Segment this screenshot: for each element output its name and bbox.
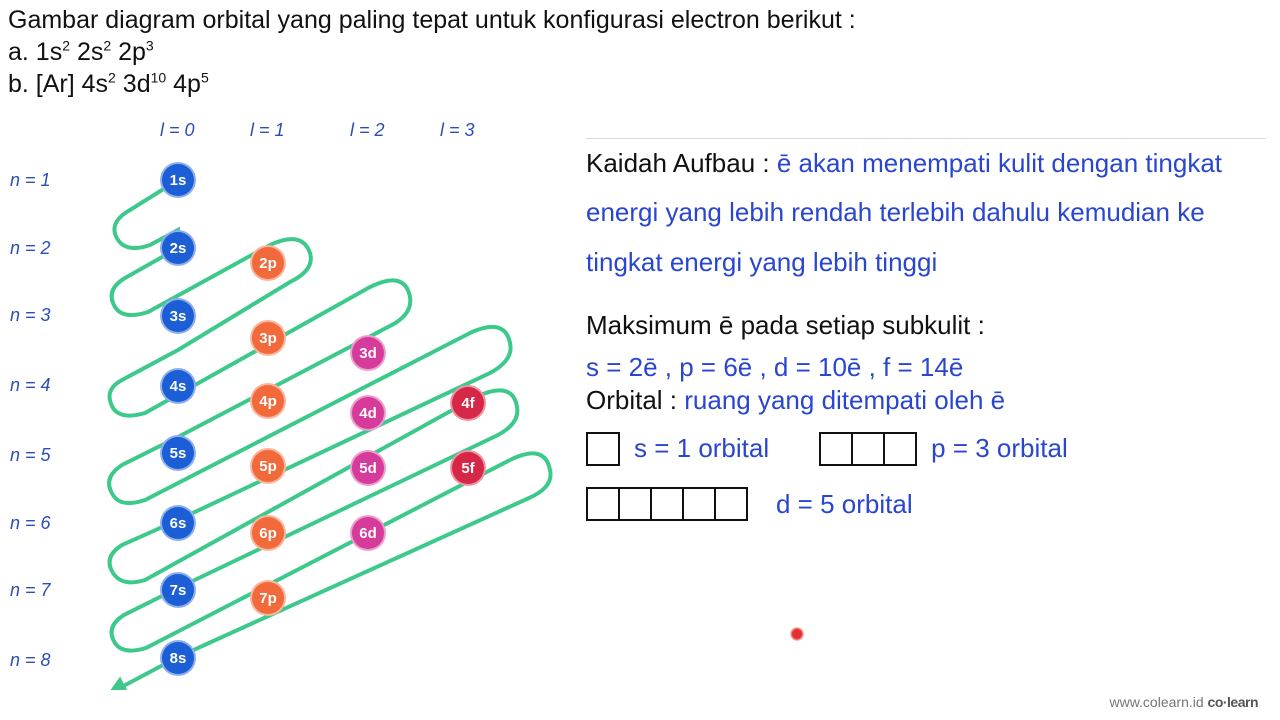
footer: www.colearn.id co·learn xyxy=(1109,694,1258,710)
orbital-3p: 3p xyxy=(250,320,286,356)
question-title: Gambar diagram orbital yang paling tepat… xyxy=(8,4,856,36)
orbital-definition: Orbital : ruang yang ditempati oleh ē xyxy=(586,384,1266,418)
orbital-5s: 5s xyxy=(160,435,196,471)
aufbau-diagram: l = 0l = 1l = 2l = 3n = 1n = 2n = 3n = 4… xyxy=(10,120,570,690)
laser-pointer-icon xyxy=(790,627,804,641)
orbital-7p: 7p xyxy=(250,580,286,616)
orbital-5p: 5p xyxy=(250,448,286,484)
orbital-1s: 1s xyxy=(160,162,196,198)
notes-panel: Kaidah Aufbau : ē akan menempati kulit d… xyxy=(586,138,1266,529)
orbital-6s: 6s xyxy=(160,505,196,541)
orbital-7s: 7s xyxy=(160,572,196,608)
orbital-6d: 6d xyxy=(350,515,386,551)
p-orbital-label: p = 3 orbital xyxy=(931,424,1068,473)
orbital-boxes-row-1: s = 1 orbital p = 3 orbital xyxy=(586,424,1266,473)
aufbau-rule: Kaidah Aufbau : ē akan menempati kulit d… xyxy=(586,139,1266,287)
d-orbital-boxes xyxy=(586,487,748,521)
orbital-4p: 4p xyxy=(250,383,286,419)
s-orbital-boxes xyxy=(586,432,620,466)
s-orbital-label: s = 1 orbital xyxy=(634,424,769,473)
orbital-boxes-row-2: d = 5 orbital xyxy=(586,480,1266,529)
footer-brand: co·learn xyxy=(1208,694,1258,710)
d-orbital-label: d = 5 orbital xyxy=(776,480,913,529)
question-item-a: a. 1s2 2s2 2p3 xyxy=(8,36,856,68)
question-item-b: b. [Ar] 4s2 3d10 4p5 xyxy=(8,68,856,100)
orbital-4f: 4f xyxy=(450,385,486,421)
max-electrons-values: s = 2ē , p = 6ē , d = 10ē , f = 14ē xyxy=(586,351,1266,385)
question-block: Gambar diagram orbital yang paling tepat… xyxy=(8,4,856,100)
p-orbital-boxes xyxy=(819,432,917,466)
orbital-5d: 5d xyxy=(350,450,386,486)
orbital-2s: 2s xyxy=(160,230,196,266)
orbital-4s: 4s xyxy=(160,368,196,404)
footer-site: www.colearn.id xyxy=(1109,694,1207,710)
orbital-2p: 2p xyxy=(250,245,286,281)
aufbau-path xyxy=(10,120,570,690)
orbital-8s: 8s xyxy=(160,640,196,676)
orbital-5f: 5f xyxy=(450,450,486,486)
max-electrons-label: Maksimum ē pada setiap subkulit : xyxy=(586,301,1266,350)
orbital-4d: 4d xyxy=(350,395,386,431)
orbital-6p: 6p xyxy=(250,515,286,551)
orbital-3s: 3s xyxy=(160,298,196,334)
orbital-3d: 3d xyxy=(350,335,386,371)
